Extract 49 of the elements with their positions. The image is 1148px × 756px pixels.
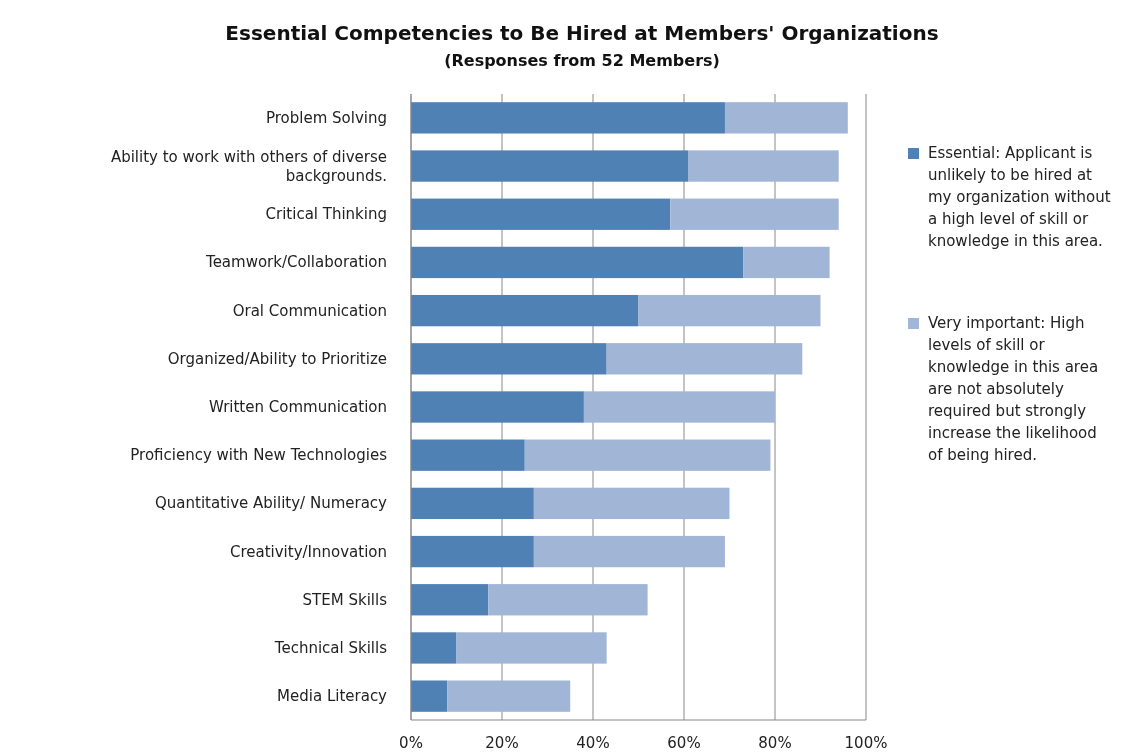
bar bbox=[411, 198, 671, 230]
y-tick-label: Teamwork/Collaboration bbox=[205, 253, 387, 272]
y-tick-label: Written Communication bbox=[209, 398, 387, 416]
bar bbox=[447, 680, 571, 712]
bar bbox=[638, 294, 821, 327]
bar bbox=[411, 343, 607, 375]
chart-subtitle: (Responses from 52 Members) bbox=[444, 51, 720, 70]
y-tick-label: Creativity/Innovation bbox=[229, 542, 387, 561]
bar bbox=[524, 439, 771, 471]
bar bbox=[688, 150, 839, 182]
bar bbox=[670, 198, 839, 230]
bar bbox=[533, 487, 730, 520]
bar bbox=[411, 632, 457, 664]
x-tick-label: 40% bbox=[576, 734, 610, 752]
bar bbox=[533, 535, 725, 568]
legend-label: Essential: Applicant is unlikely to be hired at my organization without a high level of skill or knowledge in this area. bbox=[928, 144, 1111, 250]
bar bbox=[411, 535, 534, 568]
x-tick-label: 0% bbox=[399, 734, 423, 752]
bar bbox=[456, 632, 607, 664]
y-tick-label: Problem Solving bbox=[265, 108, 387, 127]
bar bbox=[488, 584, 648, 616]
bar bbox=[411, 391, 584, 423]
y-tick-label: Quantitative Ability/ Numeracy bbox=[155, 494, 388, 513]
y-tick-label: Ability to work with others of diverse backgrounds. bbox=[110, 147, 387, 185]
y-tick-label: STEM Skills bbox=[302, 590, 388, 609]
bar bbox=[743, 246, 830, 279]
bar bbox=[411, 487, 534, 520]
bar bbox=[606, 343, 803, 375]
legend-label: Very important: High levels of skill or knowledge in this area are not absolutely required but strongly increase the likelihood of being hired. bbox=[928, 314, 1099, 464]
bar bbox=[724, 102, 848, 134]
y-tick-label: Technical Skills bbox=[273, 638, 388, 657]
x-tick-label: 100% bbox=[844, 734, 888, 752]
y-tick-label: Oral Communication bbox=[232, 301, 387, 320]
bar bbox=[583, 391, 775, 423]
y-tick-label: Proficiency with New Technologies bbox=[130, 446, 388, 465]
bar bbox=[411, 680, 448, 712]
bar bbox=[411, 294, 639, 327]
y-tick-label: Critical Thinking bbox=[265, 205, 387, 224]
bar bbox=[411, 584, 489, 616]
y-tick-label: Media Literacy bbox=[277, 687, 388, 706]
y-tick-label: Organized/Ability to Prioritize bbox=[167, 349, 387, 368]
bar bbox=[411, 439, 525, 471]
bar bbox=[411, 150, 689, 182]
bar bbox=[411, 246, 744, 279]
x-tick-label: 20% bbox=[485, 734, 519, 752]
x-tick-label: 80% bbox=[758, 734, 792, 752]
chart-title: Essential Competencies to Be Hired at Members' Organizations bbox=[225, 21, 939, 45]
bar bbox=[411, 102, 725, 134]
x-tick-label: 60% bbox=[667, 734, 701, 752]
